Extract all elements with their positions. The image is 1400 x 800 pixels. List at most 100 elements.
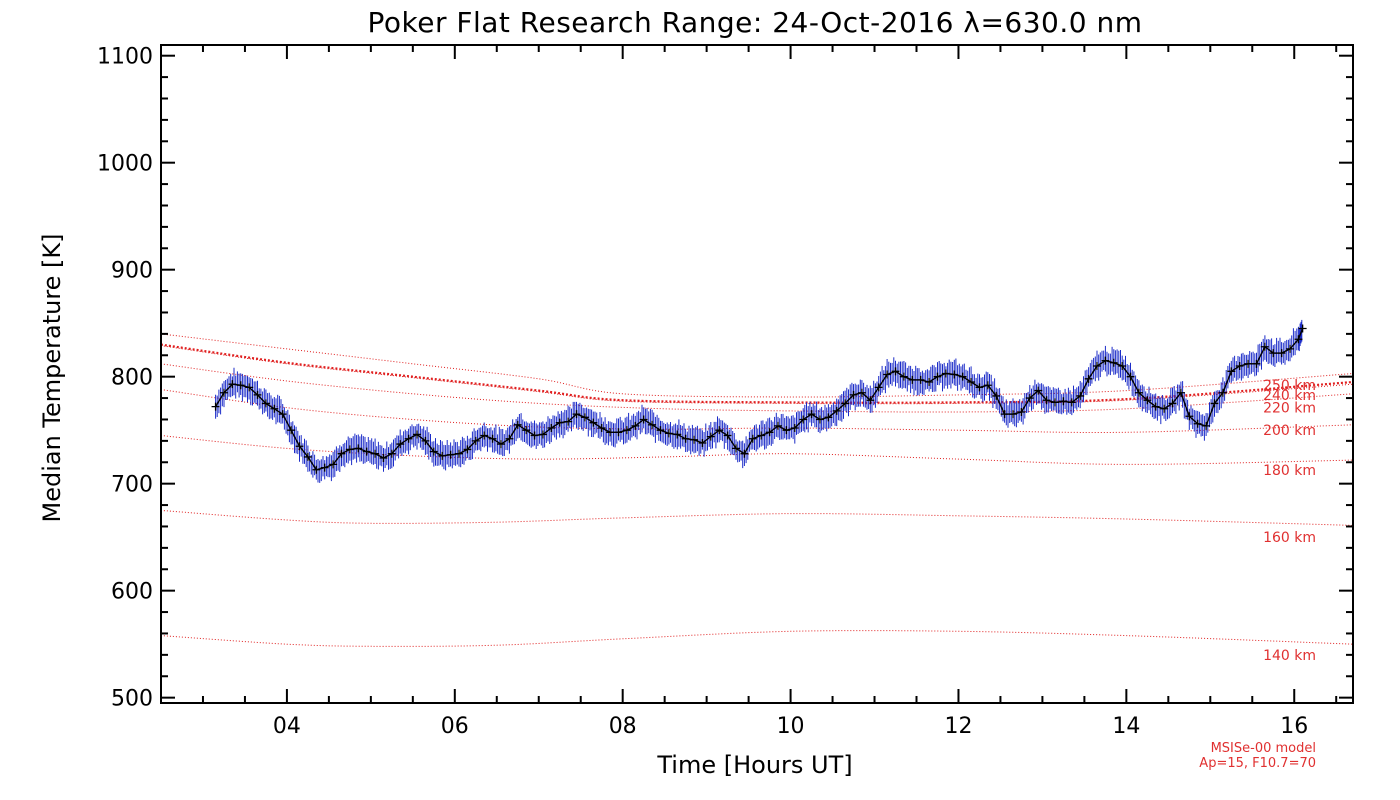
- data-point: [530, 431, 539, 440]
- data-point: [253, 390, 262, 399]
- data-point: [1168, 399, 1177, 408]
- data-point: [1017, 407, 1026, 416]
- model-note-line-1: MSISe-00 model: [1211, 741, 1316, 756]
- altitude-label: 220 km: [1263, 401, 1316, 417]
- x-tick-label: 04: [273, 714, 301, 739]
- data-point: [950, 370, 959, 379]
- data-point: [782, 426, 791, 435]
- data-point: [438, 451, 447, 460]
- data-point: [236, 381, 245, 390]
- data-point: [547, 424, 556, 433]
- data-point: [471, 436, 480, 445]
- model-line-260-km: [160, 333, 1354, 398]
- chart-title: Poker Flat Research Range: 24-Oct-2016 λ…: [367, 6, 1142, 39]
- data-point: [312, 465, 321, 474]
- data-point: [1051, 398, 1059, 407]
- data-point: [572, 410, 581, 419]
- data-point: [824, 413, 833, 422]
- altitude-label: 160 km: [1263, 530, 1316, 546]
- data-point: [1009, 410, 1018, 419]
- data-point: [740, 449, 749, 458]
- model-line-160-km: [160, 509, 1354, 526]
- data-point: [883, 370, 892, 379]
- data-point: [379, 453, 388, 462]
- data-point: [967, 378, 976, 387]
- x-tick-label: 14: [1112, 714, 1140, 739]
- data-point: [1286, 344, 1295, 353]
- data-point: [1101, 356, 1110, 365]
- data-point: [303, 452, 312, 461]
- data-point: [371, 449, 380, 458]
- data-point: [463, 445, 472, 454]
- data-point: [488, 434, 497, 443]
- data-point: [639, 415, 648, 424]
- data-point: [1277, 349, 1286, 358]
- x-tick-label: 10: [777, 714, 805, 739]
- data-point: [648, 420, 657, 429]
- axes: 04 06 08 10 12 14 16 500 600 700 800 900 1000 1100: [97, 44, 1354, 739]
- data-point: [841, 399, 850, 408]
- data-point: [1160, 404, 1169, 413]
- data-point: [1260, 342, 1269, 351]
- data-point: [1151, 402, 1160, 411]
- data-point: [866, 396, 875, 405]
- data-point: [732, 444, 741, 453]
- data-point: [765, 428, 774, 437]
- data-point: [958, 372, 967, 381]
- data-point: [874, 383, 883, 392]
- data-point: [589, 418, 598, 427]
- data-point: [337, 449, 346, 458]
- y-axis-label: Median Temperature [K]: [38, 233, 66, 522]
- data-point: [1202, 421, 1211, 430]
- data-point: [614, 428, 623, 437]
- data-point: [1092, 361, 1101, 370]
- altitude-label: 240 km: [1263, 388, 1316, 404]
- data-point: [606, 428, 615, 437]
- data-point: [941, 369, 950, 378]
- data-point: [1244, 359, 1253, 368]
- data-point: [832, 406, 841, 415]
- data-point: [480, 431, 489, 440]
- data-point: [354, 444, 363, 453]
- data-point: [908, 375, 917, 384]
- plot-frame: [160, 44, 1354, 704]
- data-point: [245, 383, 254, 392]
- model-note-line-2: Ap=15, F10.7=70: [1199, 756, 1316, 771]
- data-point: [891, 367, 900, 376]
- data-point: [219, 388, 228, 397]
- data-point: [1294, 335, 1303, 344]
- data-point: [983, 381, 992, 390]
- data-point: [522, 426, 531, 435]
- data-point: [1084, 374, 1093, 383]
- data-point: [513, 420, 522, 429]
- data-point: [715, 426, 724, 435]
- altitude-label: 180 km: [1263, 463, 1316, 479]
- data-point: [228, 380, 237, 389]
- data-point: [631, 421, 640, 430]
- data-point: [278, 410, 287, 419]
- data-point: [1193, 419, 1202, 428]
- data-point: [455, 449, 463, 458]
- data-point: [681, 434, 690, 443]
- data-point: [1269, 349, 1278, 358]
- data-point: [1109, 358, 1118, 367]
- data-point: [916, 375, 925, 384]
- data-point: [413, 430, 422, 439]
- data-point: [757, 431, 766, 440]
- data-point: [790, 424, 799, 433]
- y-tick-label: 700: [111, 473, 153, 498]
- data-point: [1210, 399, 1219, 408]
- data-point: [815, 415, 824, 424]
- altitude-label: 200 km: [1263, 423, 1316, 439]
- data-point: [656, 426, 665, 435]
- data-point: [496, 440, 505, 449]
- x-axis-label: Time [Hours UT]: [656, 751, 852, 779]
- model-profiles: [160, 333, 1354, 647]
- data-point: [362, 447, 371, 456]
- data-point: [295, 442, 304, 451]
- data-point: [690, 435, 699, 444]
- data-point: [270, 404, 279, 413]
- data-point: [211, 402, 220, 411]
- data-point: [933, 372, 942, 381]
- data-point: [421, 436, 430, 445]
